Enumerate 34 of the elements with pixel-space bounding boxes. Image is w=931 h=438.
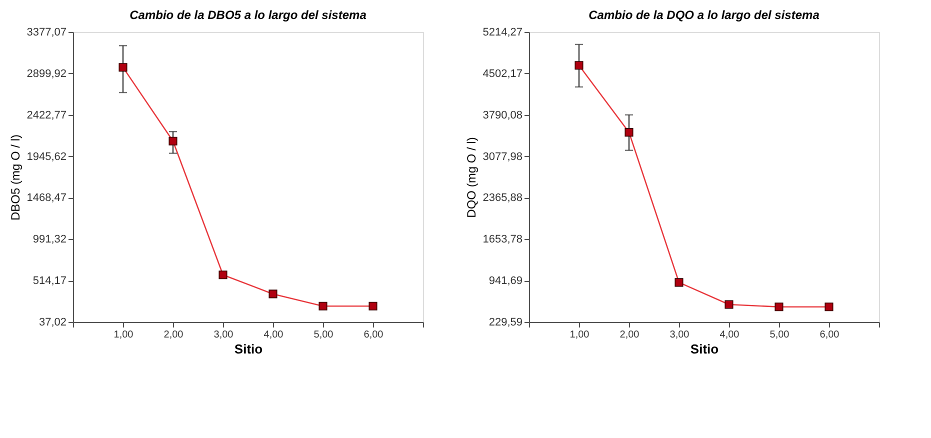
x-tick-label: 1,00	[570, 330, 590, 340]
chart-title: Cambio de la DBO5 a lo largo del sistema	[130, 8, 367, 22]
y-tick-label: 3377,07	[26, 26, 66, 38]
x-tick-label: 5,00	[770, 330, 790, 340]
y-tick-label: 1653,78	[482, 234, 522, 246]
x-axis-title: Sitio	[690, 342, 719, 356]
y-tick-label: 3790,08	[482, 109, 522, 122]
y-tick-label: 2899,92	[26, 68, 66, 80]
x-tick-label: 3,00	[214, 330, 234, 340]
x-tick-label: 3,00	[670, 330, 690, 340]
y-axis-title: DQO (mg O / l)	[464, 137, 479, 218]
y-tick-label: 991,32	[32, 234, 66, 246]
x-tick-label: 2,00	[620, 330, 640, 340]
x-tick-label: 4,00	[720, 330, 740, 340]
x-tick-label: 6,00	[820, 330, 840, 340]
x-axis-title: Sitio	[234, 342, 263, 356]
x-tick-label: 6,00	[364, 330, 384, 340]
y-tick-label: 1945,62	[26, 150, 66, 163]
y-tick-label: 941,69	[488, 275, 522, 288]
y-tick-label: 1468,47	[26, 192, 66, 204]
y-tick-label: 37,02	[38, 316, 66, 328]
y-axis-title: DBO5 (mg O / l)	[8, 134, 23, 221]
x-tick-label: 1,00	[114, 330, 134, 340]
y-tick-label: 3077,98	[482, 150, 522, 163]
x-tick-label: 4,00	[264, 330, 284, 340]
y-tick-label: 2365,88	[482, 192, 522, 204]
y-tick-label: 4502,17	[482, 68, 522, 80]
y-tick-label: 2422,77	[26, 109, 66, 122]
x-tick-label: 2,00	[164, 330, 184, 340]
x-tick-label: 5,00	[314, 330, 334, 340]
y-tick-label: 5214,27	[482, 26, 522, 38]
chart-title: Cambio de la DQO a lo largo del sistema	[588, 8, 820, 22]
y-tick-label: 514,17	[32, 275, 66, 288]
y-tick-label: 229,59	[488, 316, 522, 328]
